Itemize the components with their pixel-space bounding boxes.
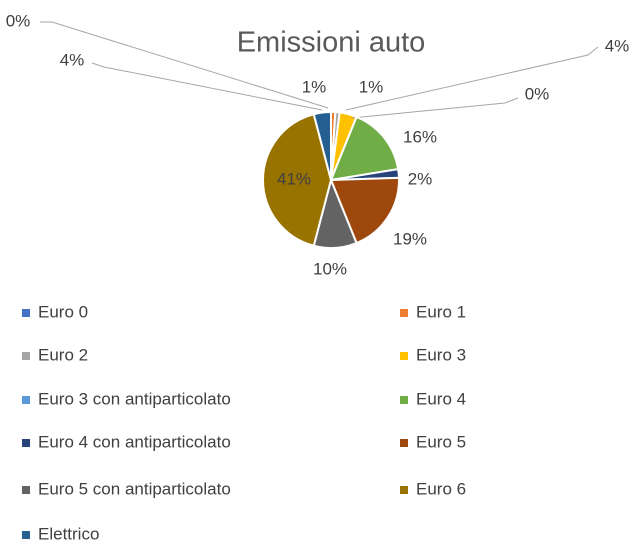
chart-title: Emissioni auto — [237, 27, 426, 59]
legend-marker — [22, 309, 30, 317]
legend-marker — [22, 486, 30, 494]
legend-label: Elettrico — [38, 524, 99, 543]
data-label: 0% — [525, 84, 550, 103]
data-label: 10% — [313, 259, 347, 278]
data-label: 16% — [403, 127, 437, 146]
legend-marker — [22, 396, 30, 404]
data-label: 4% — [60, 50, 85, 69]
data-label: 0% — [6, 11, 31, 30]
data-label: 19% — [393, 229, 427, 248]
pie-slice — [312, 110, 332, 181]
legend-label: Euro 1 — [416, 302, 466, 321]
data-label: 1% — [302, 77, 327, 96]
legend-label: Euro 4 — [416, 389, 466, 408]
legend-marker — [22, 439, 30, 447]
data-label: 2% — [408, 169, 433, 188]
legend-label: Euro 2 — [38, 345, 88, 364]
legend-marker — [400, 309, 408, 317]
legend-label: Euro 3 — [416, 345, 466, 364]
leader-line — [351, 97, 519, 119]
legend-label: Euro 3 con antiparticolato — [38, 389, 231, 408]
pie-slice — [329, 115, 400, 182]
legend-marker — [400, 486, 408, 494]
data-label: 41% — [277, 169, 311, 188]
leader-line — [40, 21, 329, 109]
leader-line — [91, 62, 323, 111]
legend-label: Euro 5 — [416, 432, 466, 451]
legend-marker — [400, 439, 408, 447]
legend-marker — [22, 352, 30, 360]
legend-label: Euro 6 — [416, 479, 466, 498]
legend-marker — [22, 531, 30, 539]
legend-marker — [400, 352, 408, 360]
legend-label: Euro 5 con antiparticolato — [38, 479, 231, 498]
data-label: 4% — [605, 36, 630, 55]
leader-line — [345, 46, 599, 111]
legend-marker — [400, 396, 408, 404]
legend-label: Euro 4 con antiparticolato — [38, 432, 231, 451]
pie-slice — [329, 176, 400, 245]
pie-slice — [262, 113, 333, 247]
data-label: 1% — [359, 77, 384, 96]
legend-label: Euro 0 — [38, 302, 88, 321]
